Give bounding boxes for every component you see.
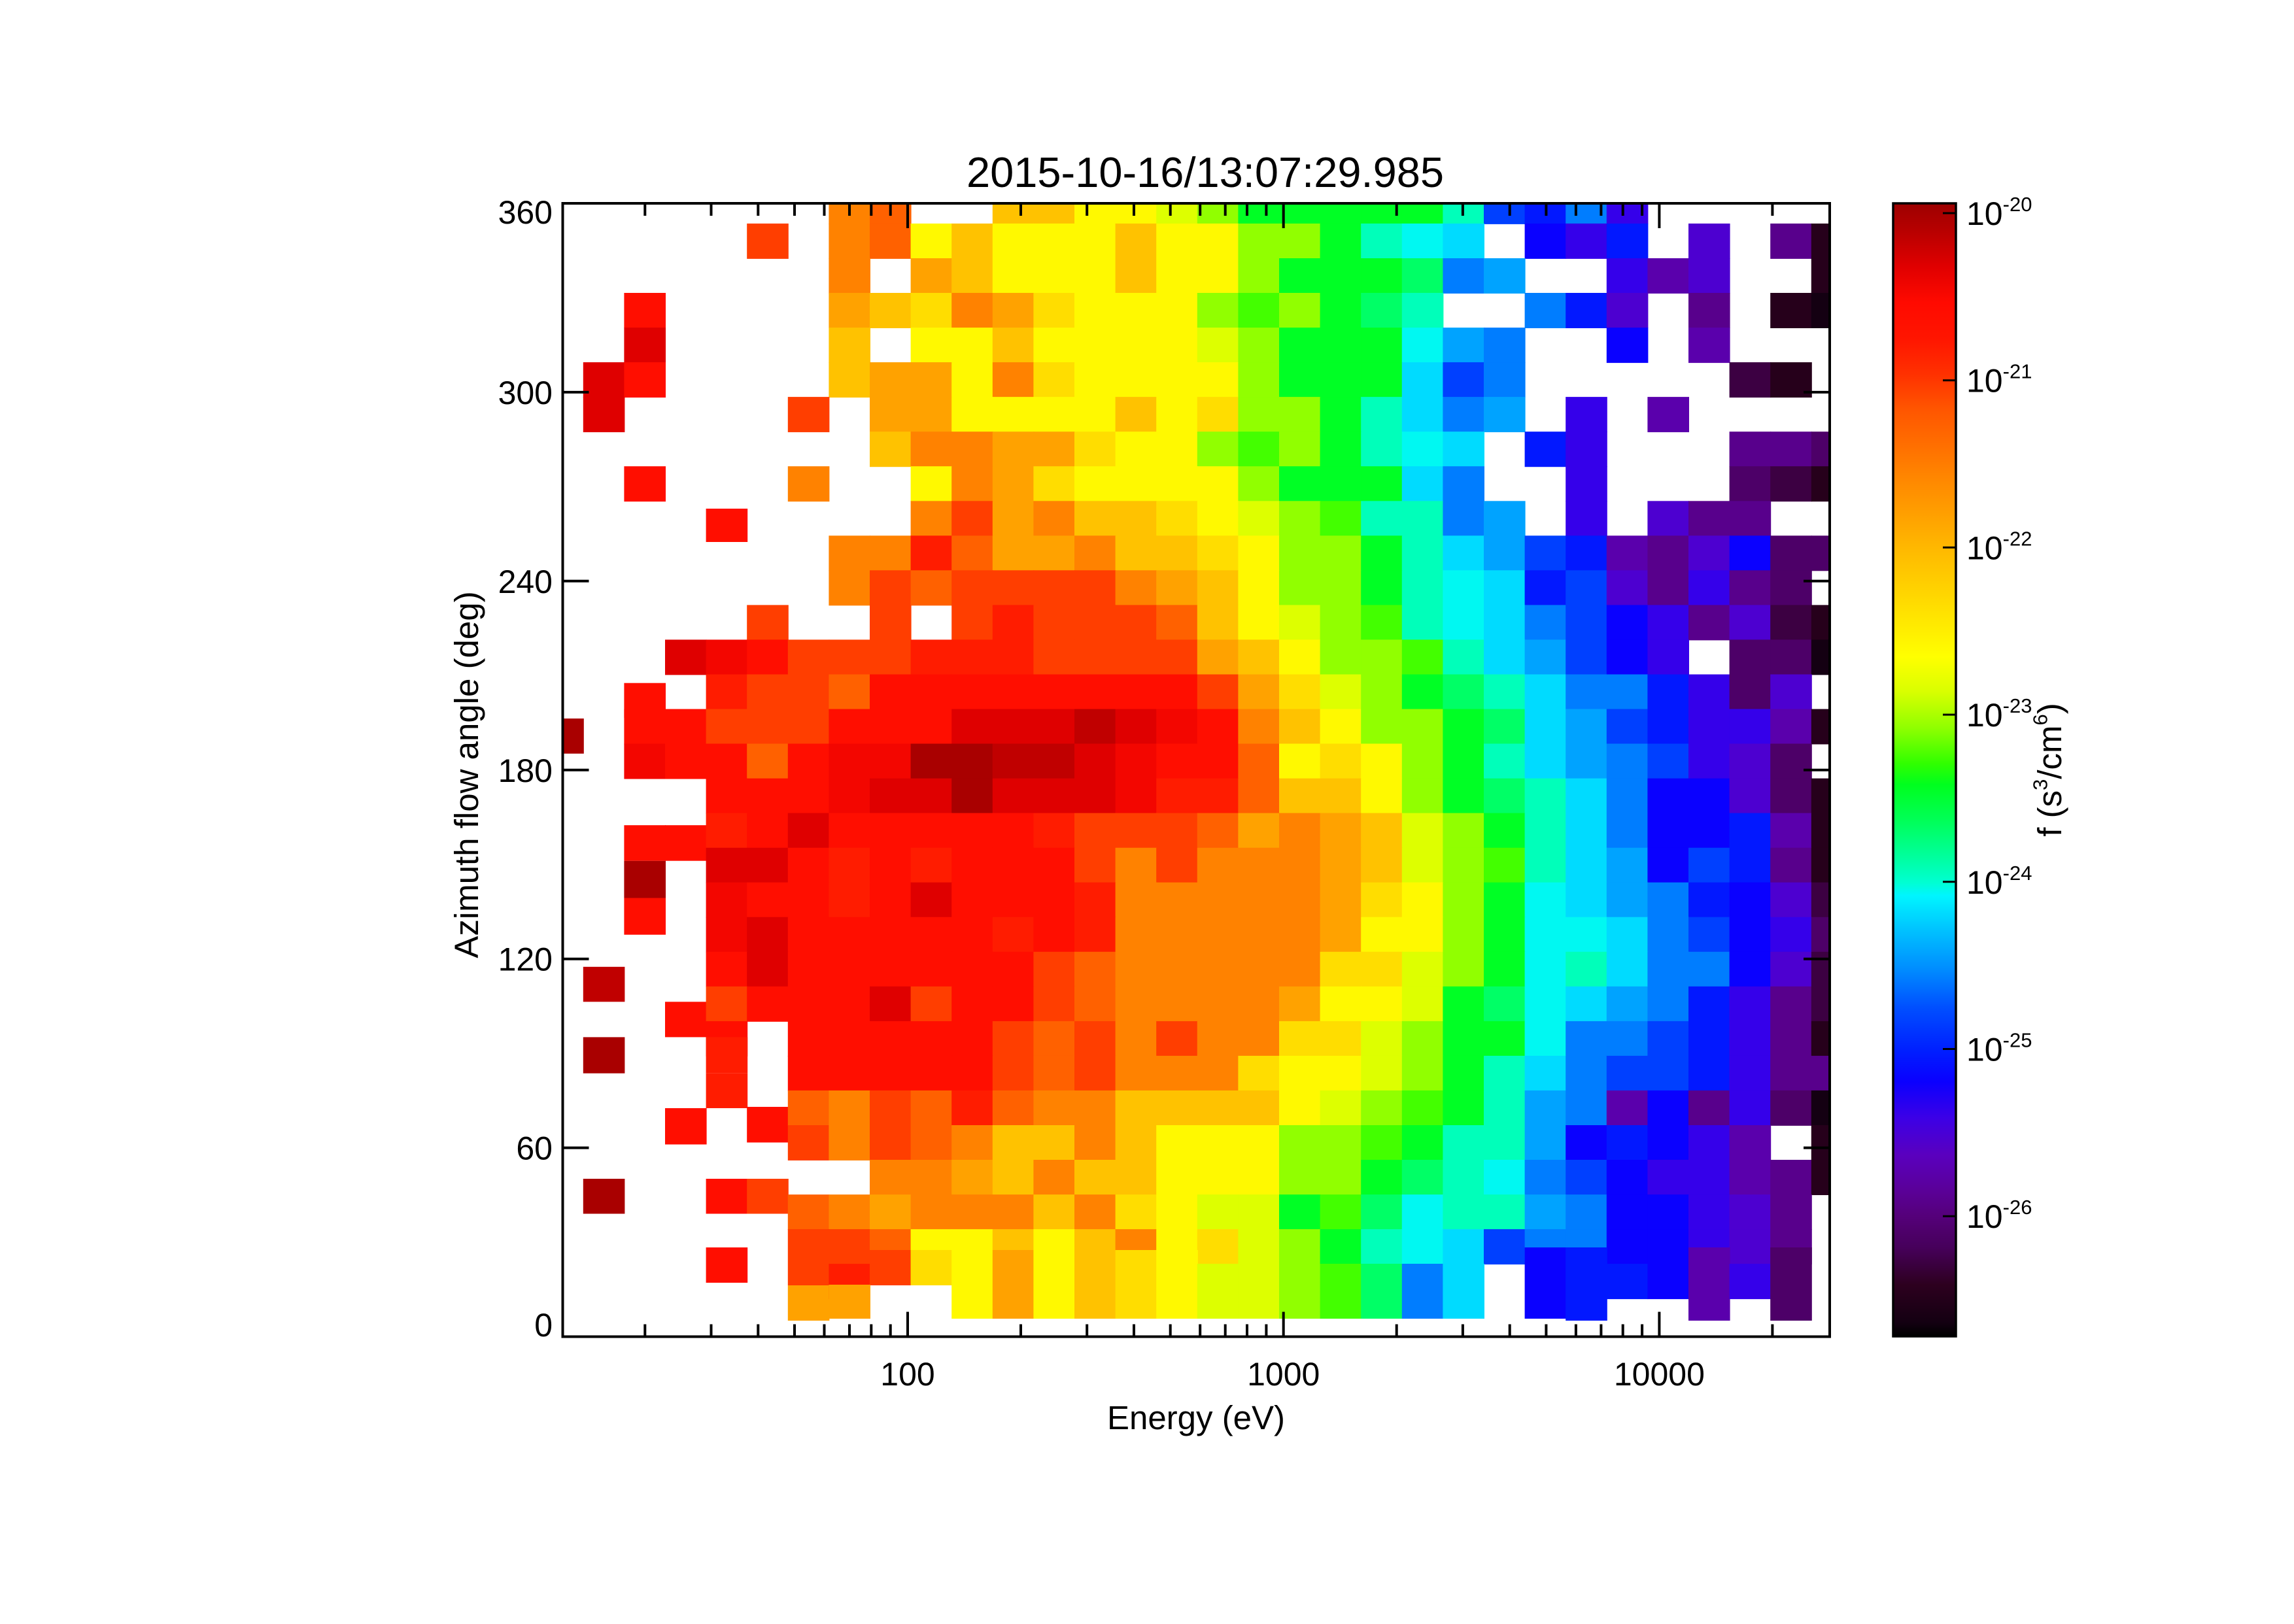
svg-text:300: 300 — [498, 375, 553, 411]
svg-text:10-21: 10-21 — [1966, 360, 2032, 399]
svg-text:10-23: 10-23 — [1966, 694, 2032, 734]
svg-text:180: 180 — [498, 753, 553, 789]
svg-text:60: 60 — [516, 1130, 553, 1167]
svg-text:0: 0 — [534, 1307, 553, 1344]
svg-text:Azimuth flow angle (deg): Azimuth flow angle (deg) — [448, 591, 485, 958]
svg-text:10000: 10000 — [1614, 1356, 1705, 1393]
svg-text:240: 240 — [498, 564, 553, 600]
svg-text:100: 100 — [880, 1356, 934, 1393]
svg-text:1000: 1000 — [1247, 1356, 1320, 1393]
svg-text:120: 120 — [498, 941, 553, 978]
svg-text:360: 360 — [498, 194, 553, 231]
svg-text:Energy (eV): Energy (eV) — [1107, 1399, 1285, 1436]
svg-text:2015-10-16/13:07:29.985: 2015-10-16/13:07:29.985 — [967, 148, 1444, 196]
svg-text:10-22: 10-22 — [1966, 527, 2032, 566]
svg-text:f (s3/cm6): f (s3/cm6) — [2029, 703, 2068, 836]
